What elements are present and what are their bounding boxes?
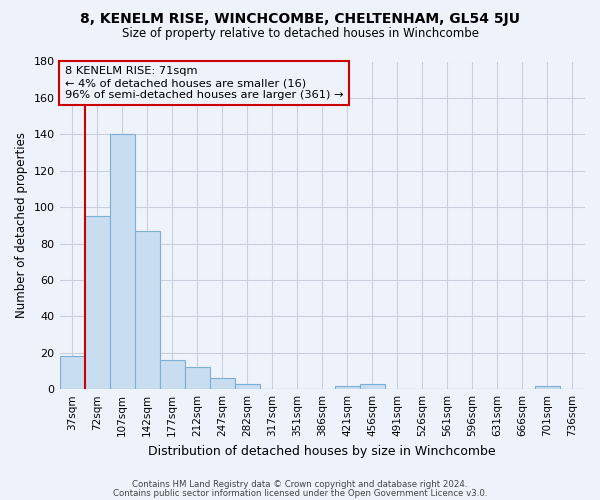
Text: Contains public sector information licensed under the Open Government Licence v3: Contains public sector information licen…	[113, 490, 487, 498]
Bar	[335, 386, 360, 389]
Bar	[185, 368, 209, 389]
Bar	[134, 231, 160, 389]
Text: Contains HM Land Registry data © Crown copyright and database right 2024.: Contains HM Land Registry data © Crown c…	[132, 480, 468, 489]
Bar	[110, 134, 134, 389]
X-axis label: Distribution of detached houses by size in Winchcombe: Distribution of detached houses by size …	[148, 444, 496, 458]
Y-axis label: Number of detached properties: Number of detached properties	[15, 132, 28, 318]
Bar	[535, 386, 560, 389]
Bar	[85, 216, 110, 389]
Bar	[160, 360, 185, 389]
Bar	[360, 384, 385, 389]
Bar	[59, 356, 85, 389]
Text: 8 KENELM RISE: 71sqm
← 4% of detached houses are smaller (16)
96% of semi-detach: 8 KENELM RISE: 71sqm ← 4% of detached ho…	[65, 66, 343, 100]
Text: Size of property relative to detached houses in Winchcombe: Size of property relative to detached ho…	[121, 28, 479, 40]
Bar	[209, 378, 235, 389]
Text: 8, KENELM RISE, WINCHCOMBE, CHELTENHAM, GL54 5JU: 8, KENELM RISE, WINCHCOMBE, CHELTENHAM, …	[80, 12, 520, 26]
Bar	[235, 384, 260, 389]
